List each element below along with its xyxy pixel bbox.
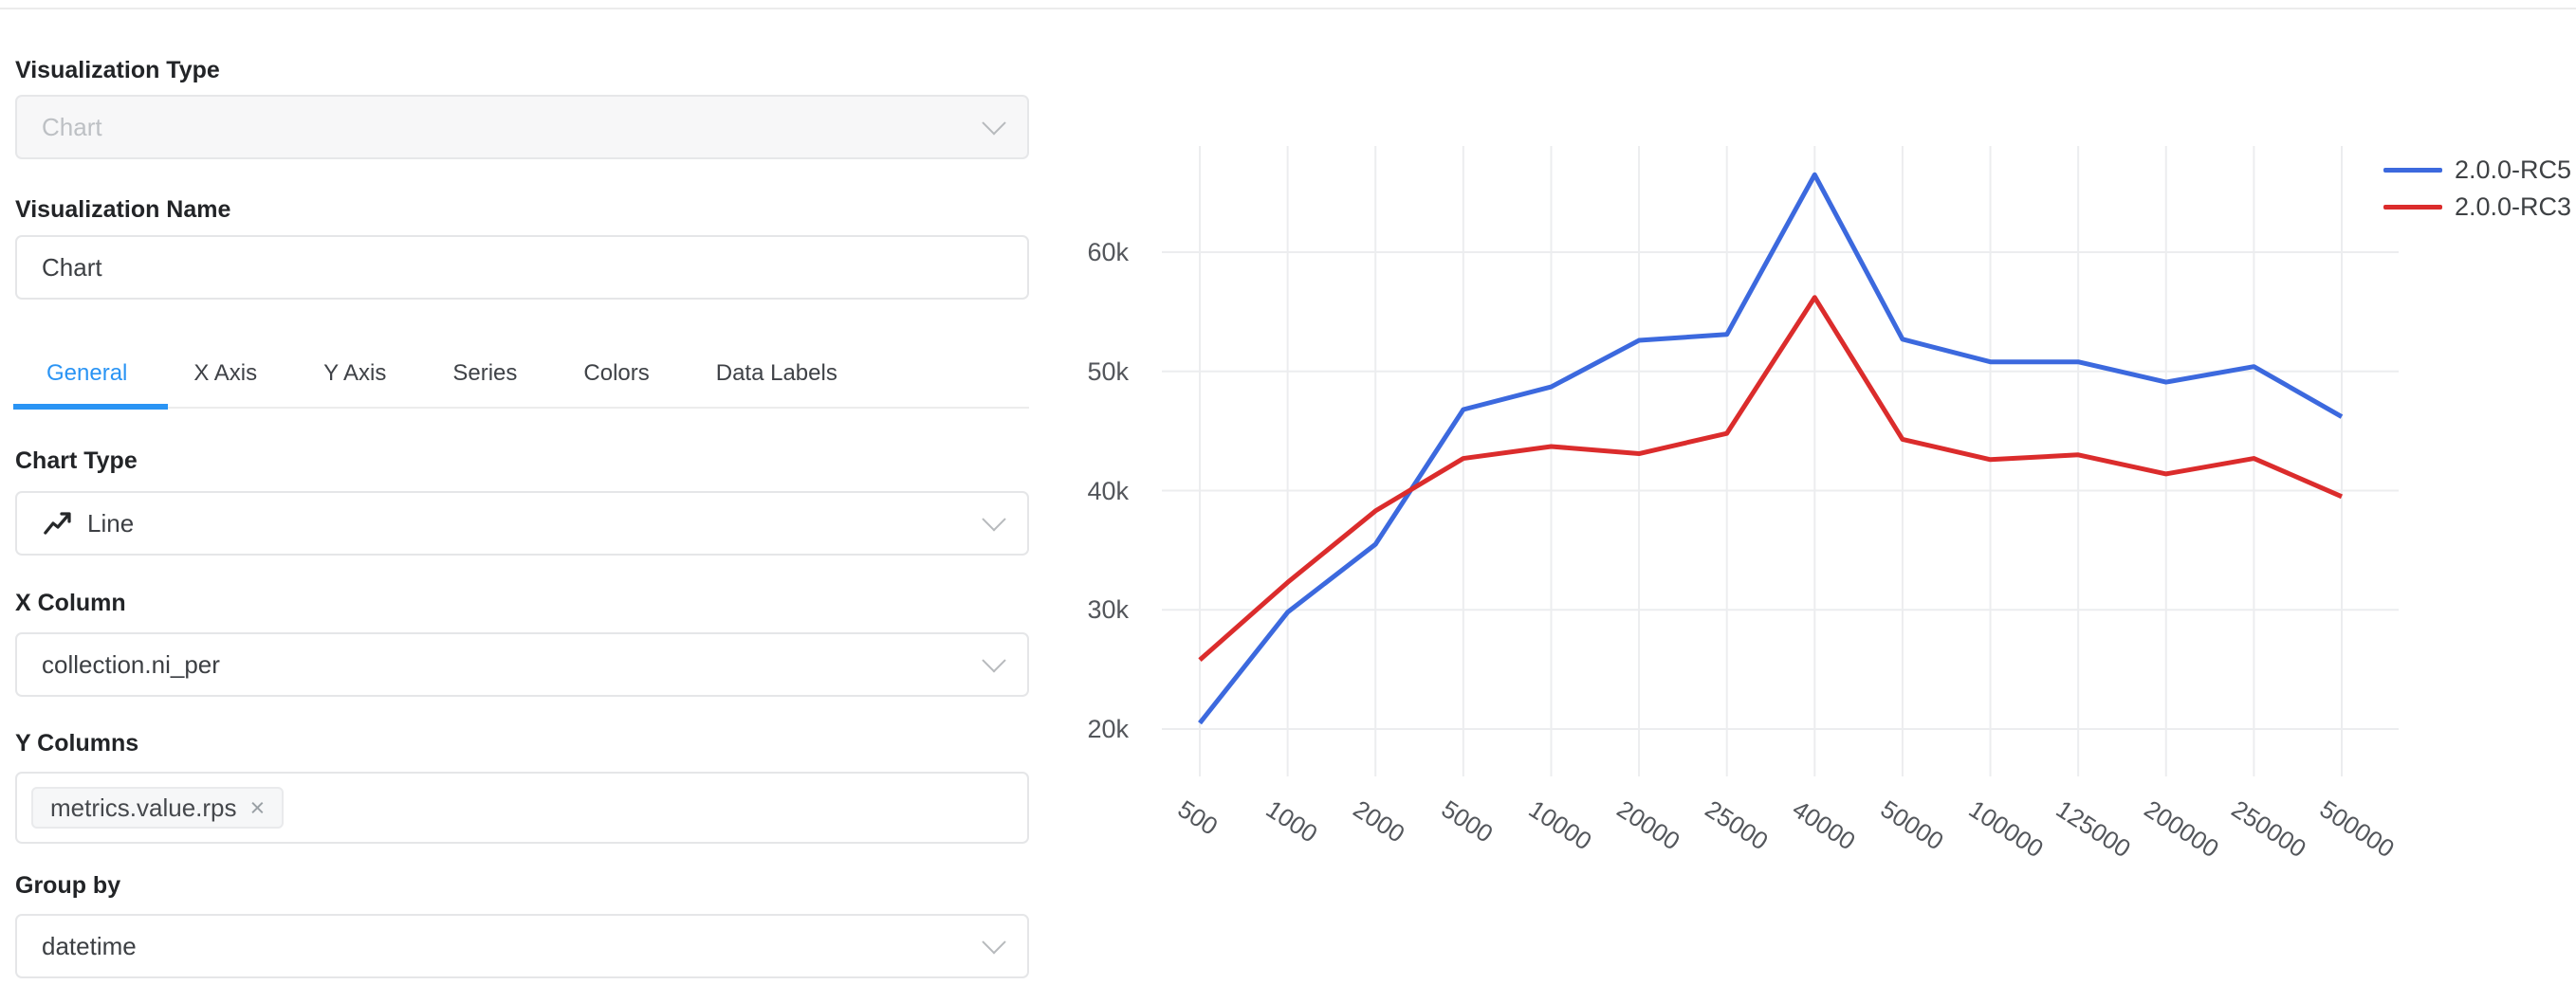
x-tick-label: 25000 xyxy=(1700,794,1774,856)
chart-type-label: Chart Type xyxy=(15,447,138,474)
tab-general[interactable]: General xyxy=(46,360,128,386)
chevron-down-icon xyxy=(982,111,1006,136)
x-tick-label: 100000 xyxy=(1963,794,2049,864)
legend-swatch xyxy=(2383,168,2442,173)
series-line-2.0.0-RC5 xyxy=(1198,172,2344,725)
x-tick-label: 1000 xyxy=(1260,794,1323,848)
y-column-tag: metrics.value.rps × xyxy=(31,787,285,829)
x-tick-label: 200000 xyxy=(2139,794,2224,864)
top-divider xyxy=(0,8,2576,9)
x-column-select[interactable]: collection.ni_per xyxy=(15,632,1029,697)
tab-y-axis[interactable]: Y Axis xyxy=(323,360,387,386)
series-line-2.0.0-RC3 xyxy=(1198,295,2343,662)
active-tab-indicator xyxy=(13,404,168,410)
chart-svg xyxy=(1162,146,2399,776)
group-by-select[interactable]: datetime xyxy=(15,914,1029,978)
x-tick-label: 2000 xyxy=(1348,794,1410,848)
y-tick-label: 30k xyxy=(1087,595,1129,625)
editor-tabs: General X Axis Y Axis Series Colors Data… xyxy=(15,356,1029,391)
y-columns-label: Y Columns xyxy=(15,730,139,757)
y-tick-label: 20k xyxy=(1087,715,1129,743)
legend-swatch xyxy=(2383,205,2442,210)
x-tick-label: 20000 xyxy=(1611,794,1685,856)
chart-type-select[interactable]: Line xyxy=(15,491,1029,556)
group-by-value: datetime xyxy=(42,931,137,960)
tab-x-axis[interactable]: X Axis xyxy=(193,360,258,386)
x-tick-label: 500 xyxy=(1172,794,1224,841)
legend-label: 2.0.0-RC3 xyxy=(2455,192,2572,221)
x-column-value: collection.ni_per xyxy=(42,649,220,679)
x-tick-label: 40000 xyxy=(1787,794,1861,856)
chevron-down-icon xyxy=(982,648,1006,673)
visualization-type-value: Chart xyxy=(42,112,102,141)
legend-label: 2.0.0-RC5 xyxy=(2455,155,2572,184)
tab-colors[interactable]: Colors xyxy=(583,360,650,386)
chevron-down-icon xyxy=(982,930,1006,955)
y-column-tag-text: metrics.value.rps xyxy=(50,793,237,822)
visualization-name-value: Chart xyxy=(42,252,102,282)
y-columns-multiselect[interactable]: metrics.value.rps × xyxy=(15,772,1029,844)
legend-item-2.0.0-RC5[interactable]: 2.0.0-RC5 xyxy=(2383,152,2571,189)
visualization-type-select: Chart xyxy=(15,95,1029,159)
visualization-name-input[interactable]: Chart xyxy=(15,235,1029,300)
legend-item-2.0.0-RC3[interactable]: 2.0.0-RC3 xyxy=(2383,189,2571,226)
visualization-name-label: Visualization Name xyxy=(15,196,231,223)
remove-tag-icon[interactable]: × xyxy=(249,793,266,822)
chevron-down-icon xyxy=(982,507,1006,532)
visualization-type-label: Visualization Type xyxy=(15,57,220,83)
x-column-label: X Column xyxy=(15,590,126,616)
x-tick-label: 500000 xyxy=(2314,794,2400,864)
chart-legend: 2.0.0-RC5 2.0.0-RC3 xyxy=(2383,152,2571,226)
tab-series[interactable]: Series xyxy=(452,360,518,386)
chart-type-value: Line xyxy=(87,508,135,538)
tabs-baseline xyxy=(15,407,1029,409)
group-by-label: Group by xyxy=(15,872,121,899)
x-tick-label: 125000 xyxy=(2051,794,2136,864)
line-chart-icon xyxy=(44,512,71,535)
x-tick-label: 50000 xyxy=(1875,794,1949,856)
x-tick-label: 10000 xyxy=(1524,794,1598,856)
x-tick-label: 250000 xyxy=(2227,794,2312,864)
x-tick-label: 5000 xyxy=(1436,794,1499,848)
tab-data-labels[interactable]: Data Labels xyxy=(715,360,837,386)
